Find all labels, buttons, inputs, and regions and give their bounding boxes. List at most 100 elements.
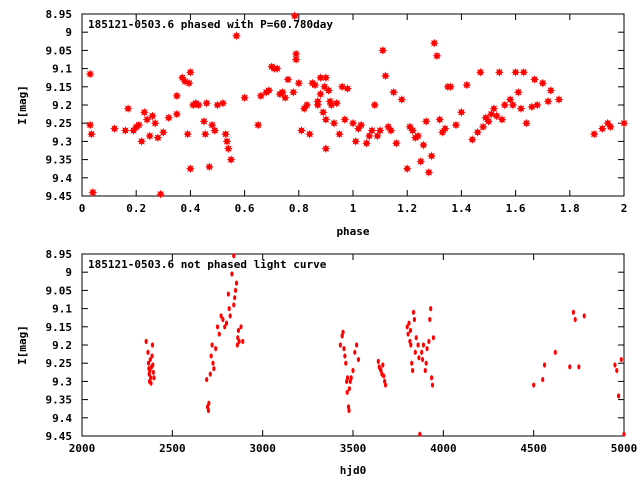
data-point: [356, 356, 361, 363]
y-tick-label: 9.1: [52, 63, 72, 76]
data-point: [391, 138, 401, 148]
data-point: [568, 364, 572, 370]
data-point: [421, 342, 426, 348]
data-point: [144, 338, 148, 344]
data-point: [519, 67, 529, 77]
data-point: [151, 362, 155, 368]
data-point: [253, 120, 263, 130]
data-point: [409, 342, 413, 348]
data-point: [139, 107, 149, 117]
data-point: [146, 360, 151, 366]
data-point: [408, 126, 418, 135]
data-point: [305, 129, 315, 139]
data-point: [435, 115, 445, 124]
data-point: [233, 295, 237, 301]
data-point: [342, 346, 346, 352]
x-tick-label: 0: [79, 202, 86, 215]
data-point: [418, 431, 422, 437]
data-point: [345, 389, 349, 395]
data-point: [622, 431, 626, 437]
data-point: [151, 369, 155, 375]
data-point: [230, 271, 234, 277]
data-point: [233, 287, 238, 293]
data-point: [347, 386, 351, 392]
plot-title: 185121-0503.6 not phased light curve: [88, 258, 327, 271]
data-point: [522, 118, 531, 128]
data-point: [228, 313, 232, 319]
data-point: [541, 376, 545, 383]
x-tick-label: 0.8: [289, 202, 309, 215]
data-point: [235, 342, 239, 348]
data-point: [473, 127, 483, 137]
data-point: [341, 329, 345, 335]
data-point: [372, 131, 382, 141]
data-point: [343, 353, 347, 359]
data-point: [616, 393, 621, 399]
data-point: [234, 280, 239, 286]
x-tick-label: 5000: [611, 442, 638, 455]
data-point: [530, 75, 539, 84]
data-point: [148, 356, 152, 363]
phased-light-curve-panel: 0 0.2 0.4 0.6 0.8 1 1.2 1.4 1.6 1.8 2 8.95 9 9.05 9.1 9…: [16, 8, 629, 238]
data-point: [427, 338, 431, 344]
data-point: [423, 367, 427, 374]
data-point: [224, 320, 229, 326]
data-point: [338, 342, 342, 348]
data-point: [408, 327, 413, 334]
data-point: [221, 316, 225, 323]
data-point: [597, 124, 607, 134]
data-point: [378, 45, 388, 55]
x-tick-label: 2000: [69, 442, 96, 455]
data-point: [356, 120, 366, 130]
data-point: [419, 140, 428, 150]
y-tick-label: 9.45: [46, 430, 73, 443]
x-tick-label: 4000: [430, 442, 457, 455]
data-point: [351, 136, 361, 146]
data-point: [349, 375, 353, 381]
data-point: [619, 118, 629, 128]
y-axis-title: I[mag]: [16, 85, 29, 125]
y-tick-label: 9.4: [52, 172, 72, 185]
y-tick-label: 8.95: [46, 8, 73, 21]
y-tick-label: 9.4: [52, 412, 72, 425]
data-point: [241, 338, 245, 344]
data-point: [383, 382, 388, 388]
x-axis-title: phase: [336, 225, 369, 238]
data-point: [414, 335, 418, 341]
data-point: [87, 129, 96, 139]
data-point: [573, 316, 577, 323]
y-tick-label: 9.25: [46, 357, 73, 370]
y-tick-label: 9.15: [46, 321, 73, 334]
data-point: [232, 253, 236, 259]
data-point: [432, 51, 442, 61]
data-point: [185, 67, 195, 77]
data-point: [397, 95, 407, 104]
x-tick-label: 3500: [340, 442, 367, 455]
data-point: [158, 127, 168, 137]
data-point: [440, 124, 450, 134]
data-point: [149, 375, 153, 381]
data-point: [212, 366, 216, 372]
y-tick-label: 9: [65, 266, 72, 279]
data-point: [353, 349, 357, 355]
data-point: [421, 116, 431, 126]
y-tick-label: 9.05: [46, 44, 73, 57]
data-point: [484, 116, 493, 126]
data-point: [164, 113, 174, 123]
data-point: [492, 111, 502, 121]
x-tick-label: 0.6: [235, 202, 255, 215]
x-tick-label: 2: [621, 202, 628, 215]
data-point: [110, 124, 119, 134]
data-point: [467, 135, 477, 144]
data-point: [316, 73, 325, 83]
data-point: [417, 355, 421, 361]
data-point: [218, 98, 228, 108]
data-point: [199, 116, 209, 126]
y-tick-label: 9.3: [52, 135, 72, 148]
data-point: [183, 129, 193, 139]
data-point: [513, 87, 523, 97]
data-point: [194, 100, 203, 110]
data-point: [184, 78, 194, 88]
data-point: [367, 126, 377, 135]
data-point: [431, 335, 435, 341]
